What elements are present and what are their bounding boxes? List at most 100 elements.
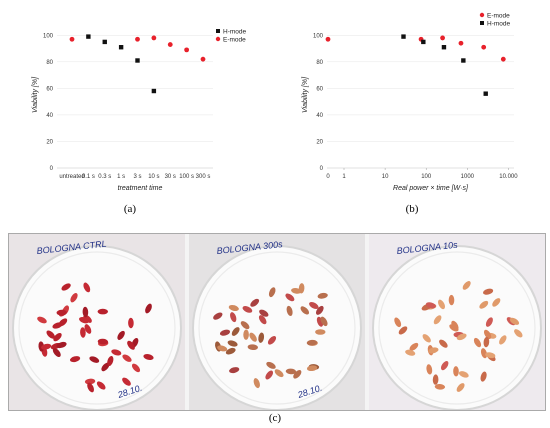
legend-label-h-mode: H-mode bbox=[223, 28, 247, 35]
seed bbox=[300, 306, 310, 315]
data-point-h-mode-4 bbox=[151, 88, 157, 94]
data-point-e-mode-0 bbox=[325, 36, 331, 42]
seed bbox=[291, 288, 302, 294]
data-point-e-mode-5 bbox=[200, 56, 206, 62]
seed bbox=[434, 383, 446, 390]
seed bbox=[131, 363, 141, 373]
seed bbox=[84, 378, 96, 385]
seed bbox=[448, 294, 455, 306]
seed bbox=[217, 345, 228, 352]
y-tick-label-40: 40 bbox=[46, 113, 53, 119]
seed bbox=[231, 327, 240, 336]
seed bbox=[128, 317, 134, 329]
x-tick-label-4: 1000 bbox=[461, 174, 475, 180]
seed bbox=[53, 332, 62, 342]
seed bbox=[97, 308, 109, 315]
seed bbox=[409, 342, 419, 351]
x-tick-label-3: 100 bbox=[421, 174, 432, 180]
data-point-e-mode-2 bbox=[440, 35, 445, 41]
legend-label-e-mode: E-mode bbox=[223, 36, 246, 43]
seed bbox=[127, 340, 135, 350]
data-point-e-mode-5 bbox=[500, 56, 506, 62]
y-tick-label-80: 80 bbox=[316, 60, 323, 66]
seed bbox=[70, 293, 78, 303]
seed bbox=[259, 309, 269, 317]
data-point-e-mode-0 bbox=[69, 36, 75, 42]
seed bbox=[143, 354, 154, 360]
legend-label-e-mode: E-mode bbox=[487, 12, 510, 19]
seed bbox=[111, 349, 122, 356]
x-tick-label-3: 1 s bbox=[117, 174, 125, 180]
x-tick-label-8: 300 s bbox=[196, 174, 211, 180]
seed bbox=[56, 341, 67, 349]
seed bbox=[250, 298, 260, 307]
data-point-e-mode-3 bbox=[458, 40, 464, 46]
chart-b: 0 20 40 60 80 100 Viability [%] 0 1 10 100 1000 10.0… bbox=[280, 0, 550, 200]
x-tick-label-5: 10 s bbox=[148, 174, 159, 180]
seed bbox=[451, 320, 459, 331]
x-tick-label-0: 0 bbox=[326, 174, 330, 180]
petri-dish bbox=[12, 245, 182, 410]
y-tick-label-40: 40 bbox=[316, 113, 323, 119]
seed bbox=[219, 329, 231, 336]
seed bbox=[70, 356, 81, 363]
seed bbox=[425, 302, 436, 309]
seed bbox=[509, 317, 520, 325]
seed bbox=[107, 355, 114, 367]
seed bbox=[78, 317, 90, 324]
data-point-h-mode-2 bbox=[441, 45, 447, 50]
y-tick-label-20: 20 bbox=[46, 139, 53, 145]
seed bbox=[229, 367, 240, 374]
seed bbox=[483, 329, 492, 340]
y-tick-label-0: 0 bbox=[320, 166, 324, 172]
seed bbox=[306, 339, 318, 346]
seed bbox=[320, 316, 328, 327]
seed bbox=[285, 293, 295, 302]
seed bbox=[266, 361, 276, 369]
seed bbox=[243, 329, 249, 340]
y-tick-label-0: 0 bbox=[50, 166, 54, 172]
seed bbox=[422, 334, 431, 343]
seed bbox=[439, 339, 448, 348]
legend-marker-h-mode bbox=[480, 21, 484, 25]
seed bbox=[453, 366, 459, 377]
seed bbox=[253, 378, 260, 389]
data-point-h-mode-0 bbox=[86, 34, 91, 39]
seed bbox=[258, 332, 265, 343]
seed bbox=[293, 370, 302, 379]
seed bbox=[485, 352, 496, 359]
y-tick-label-100: 100 bbox=[43, 33, 54, 39]
data-point-h-mode-3 bbox=[461, 58, 466, 63]
petri-dish-rim bbox=[378, 251, 536, 405]
seed bbox=[225, 347, 236, 355]
seed bbox=[458, 371, 469, 378]
seed bbox=[286, 305, 293, 316]
seed bbox=[265, 370, 274, 380]
x-tick-label-0: untreated bbox=[59, 174, 84, 180]
seed bbox=[267, 336, 277, 345]
petri-dish-rim bbox=[198, 251, 356, 405]
seed bbox=[56, 309, 67, 316]
seed bbox=[456, 333, 467, 341]
data-point-h-mode-1 bbox=[102, 39, 107, 45]
seed bbox=[514, 329, 523, 338]
y-axis-title: Viability [%] bbox=[302, 76, 309, 113]
seed bbox=[309, 301, 319, 310]
panel-label-a: (a) bbox=[123, 203, 137, 215]
seed bbox=[117, 330, 125, 340]
data-point-h-mode-2 bbox=[118, 45, 124, 50]
photo-10s: BOLOGNA 10s bbox=[369, 234, 545, 410]
seed bbox=[426, 364, 433, 375]
seed bbox=[440, 361, 449, 371]
seed bbox=[405, 349, 416, 356]
seed bbox=[398, 326, 408, 335]
seed bbox=[480, 371, 487, 382]
seed bbox=[80, 327, 86, 338]
data-point-e-mode-4 bbox=[184, 47, 190, 53]
panel-label-b: (b) bbox=[405, 203, 419, 215]
y-tick-label-80: 80 bbox=[46, 60, 53, 66]
seed bbox=[432, 374, 439, 385]
seed bbox=[96, 381, 106, 390]
